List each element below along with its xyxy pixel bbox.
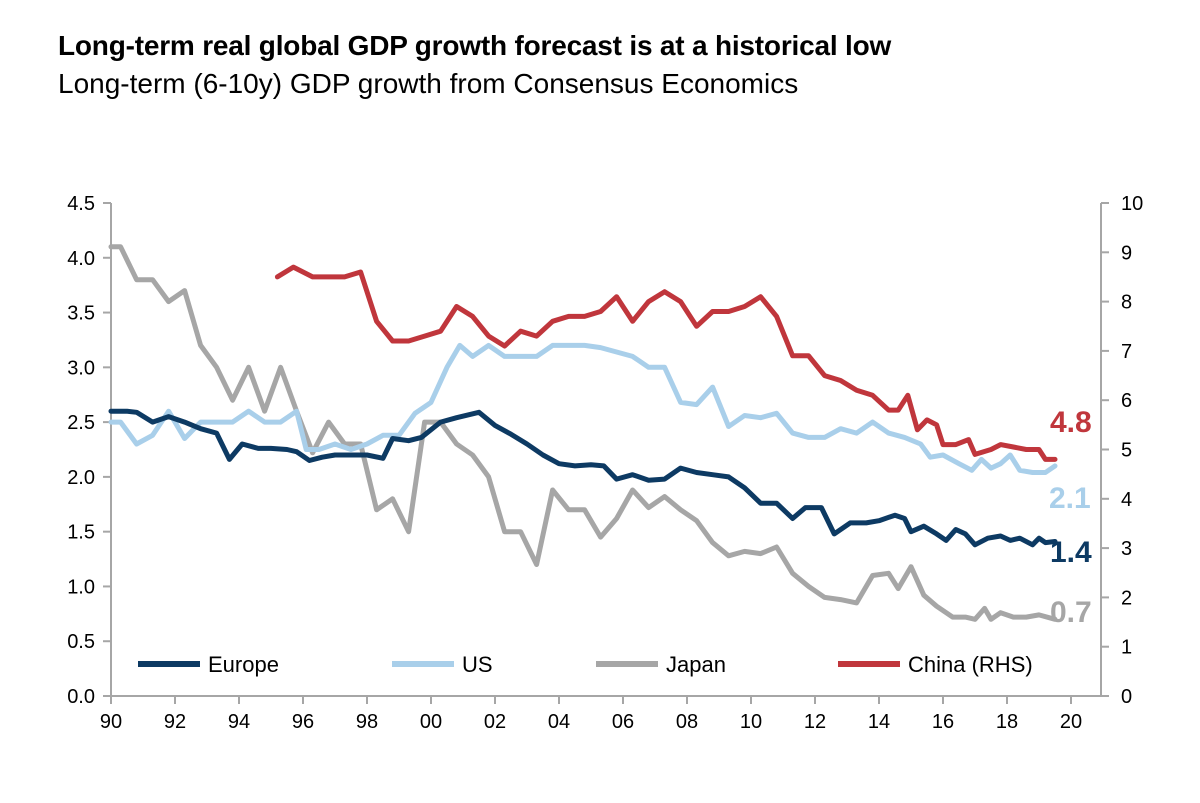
y-right-tick-label: 2 bbox=[1121, 587, 1132, 609]
x-tick-label: 96 bbox=[292, 711, 314, 733]
x-tick-label: 94 bbox=[228, 711, 250, 733]
y-left-tick-label: 2.0 bbox=[67, 467, 95, 489]
x-tick-label: 18 bbox=[996, 711, 1018, 733]
end-label-us: 2.1 bbox=[1049, 482, 1091, 515]
series-line-us bbox=[108, 342, 1058, 475]
y-right-tick-label: 0 bbox=[1121, 686, 1132, 708]
y-left-tick-label: 4.5 bbox=[67, 193, 95, 215]
x-tick-label: 00 bbox=[420, 711, 442, 733]
y-right-tick-label: 4 bbox=[1121, 489, 1132, 511]
x-tick-label: 98 bbox=[356, 711, 378, 733]
legend-label-china-rhs: China (RHS) bbox=[908, 652, 1033, 677]
x-tick-label: 14 bbox=[868, 711, 890, 733]
series-line-china-rhs bbox=[274, 264, 1058, 462]
legend-label-japan: Japan bbox=[666, 652, 726, 677]
y-right-tick-label: 5 bbox=[1121, 440, 1132, 462]
y-left-tick-label: 0.5 bbox=[67, 631, 95, 653]
y-right-tick-label: 10 bbox=[1121, 193, 1143, 215]
chart-title: Long-term real global GDP growth forecas… bbox=[58, 30, 892, 61]
x-tick-label: 02 bbox=[484, 711, 506, 733]
y-left-tick-label: 0.0 bbox=[67, 686, 95, 708]
end-label-china-rhs: 4.8 bbox=[1050, 406, 1092, 439]
x-tick-label: 90 bbox=[100, 711, 122, 733]
chart-lines bbox=[108, 244, 1058, 622]
x-tick-label: 04 bbox=[548, 711, 570, 733]
chart-end-labels: 1.4 2.1 0.7 4.8 bbox=[1049, 406, 1092, 629]
chart-legend: Europe US Japan China (RHS) bbox=[138, 652, 1033, 677]
chart-axes: 0.00.51.01.52.02.53.03.54.04.50123456789… bbox=[67, 193, 1143, 733]
x-tick-label: 16 bbox=[932, 711, 954, 733]
y-left-tick-label: 4.0 bbox=[67, 248, 95, 270]
y-left-tick-label: 3.5 bbox=[67, 303, 95, 325]
y-right-tick-label: 6 bbox=[1121, 390, 1132, 412]
y-right-tick-label: 7 bbox=[1121, 341, 1132, 363]
x-tick-label: 06 bbox=[612, 711, 634, 733]
x-tick-label: 10 bbox=[740, 711, 762, 733]
x-tick-label: 92 bbox=[164, 711, 186, 733]
y-left-tick-label: 3.0 bbox=[67, 357, 95, 379]
series-line-europe bbox=[108, 408, 1058, 548]
legend-label-us: US bbox=[462, 652, 493, 677]
x-tick-label: 08 bbox=[676, 711, 698, 733]
end-label-japan: 0.7 bbox=[1050, 596, 1092, 629]
y-left-tick-label: 2.5 bbox=[67, 412, 95, 434]
x-tick-label: 12 bbox=[804, 711, 826, 733]
chart-subtitle: Long-term (6-10y) GDP growth from Consen… bbox=[58, 68, 799, 99]
end-label-europe: 1.4 bbox=[1050, 536, 1092, 569]
y-left-tick-label: 1.0 bbox=[67, 576, 95, 598]
legend-label-europe: Europe bbox=[208, 652, 279, 677]
series-line-japan bbox=[108, 244, 1058, 622]
y-right-tick-label: 1 bbox=[1121, 637, 1132, 659]
x-tick-label: 20 bbox=[1060, 711, 1082, 733]
y-right-tick-label: 8 bbox=[1121, 292, 1132, 314]
y-left-tick-label: 1.5 bbox=[67, 522, 95, 544]
y-right-tick-label: 9 bbox=[1121, 242, 1132, 264]
y-right-tick-label: 3 bbox=[1121, 538, 1132, 560]
